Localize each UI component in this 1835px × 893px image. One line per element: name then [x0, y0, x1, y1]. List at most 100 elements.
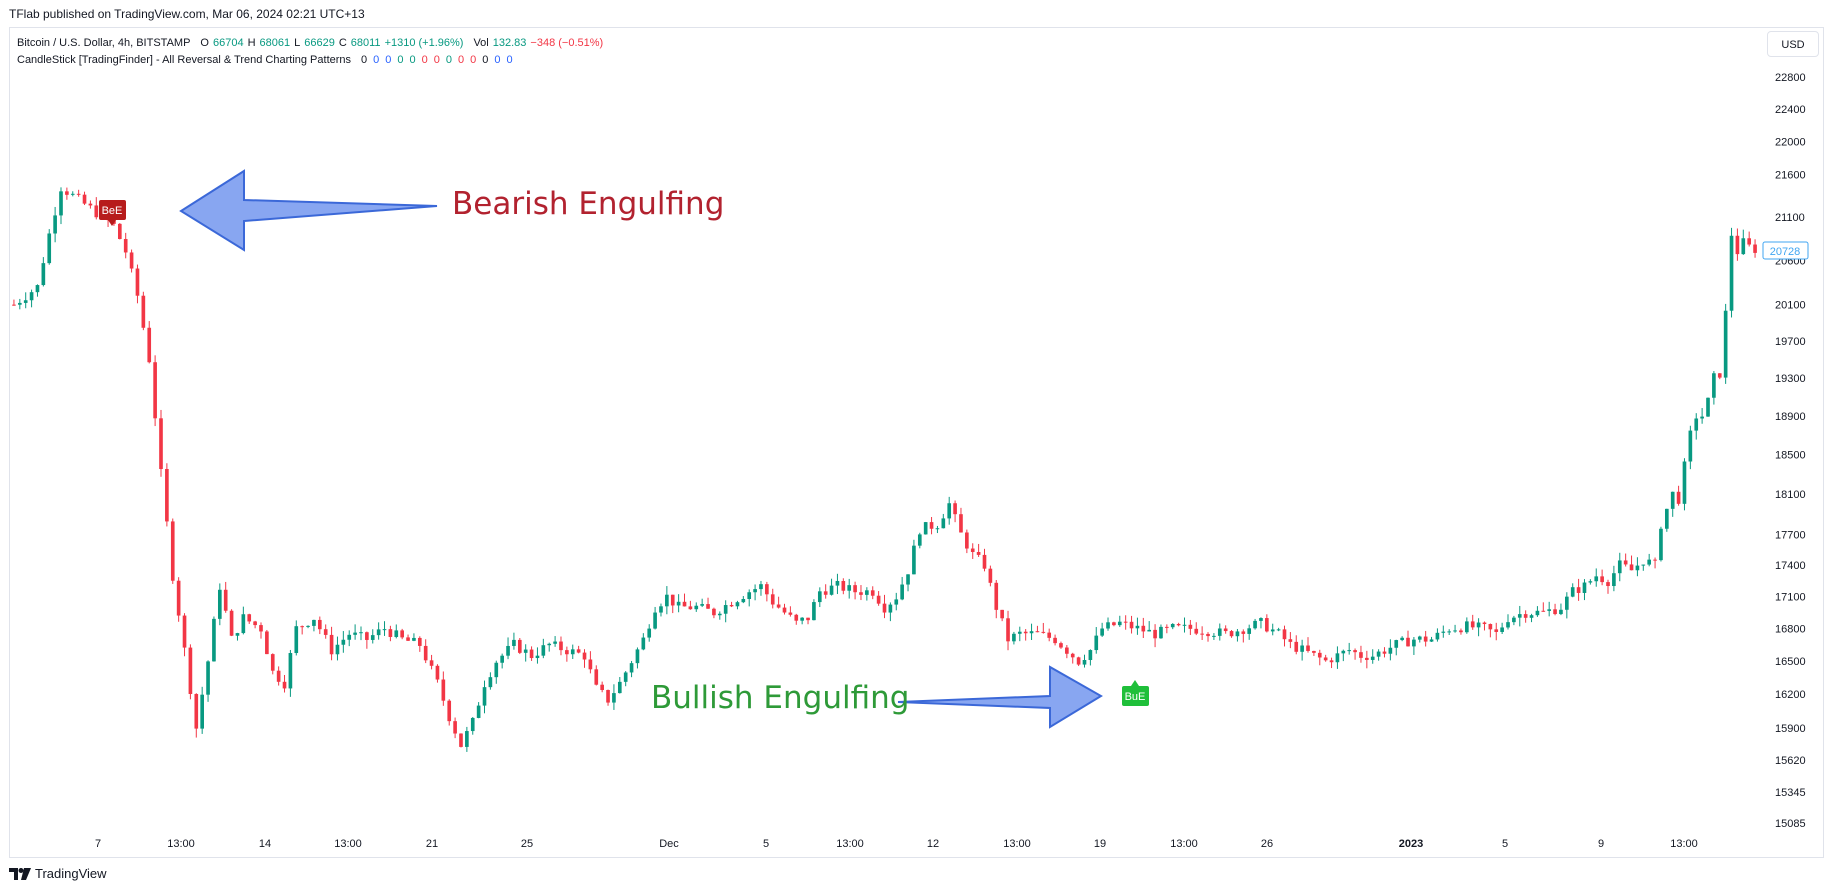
candle: [529, 646, 534, 661]
last-price-tag: 20728: [1762, 241, 1809, 260]
candle: [629, 660, 634, 678]
candle: [788, 606, 793, 617]
time-axis: 7 13:00 14 13:00 21 25 Dec 5 13:00 12 13:00 19 13:00…: [95, 838, 1698, 850]
candle: [1453, 624, 1457, 633]
y-tick-label: 15085: [1775, 818, 1806, 830]
tradingview-logo[interactable]: TradingView: [9, 866, 107, 881]
indicator-value: 0: [373, 54, 380, 66]
candle: [853, 581, 857, 600]
indicator-value: 0: [361, 54, 368, 66]
candle: [1153, 624, 1157, 648]
candle: [1235, 628, 1240, 642]
candle: [488, 672, 493, 690]
candle: [988, 565, 993, 587]
candle: [641, 633, 646, 651]
candle: [835, 573, 840, 595]
candle: [1600, 569, 1604, 586]
candle: [623, 671, 628, 687]
candle: [441, 671, 446, 706]
candle: [1023, 629, 1028, 641]
candle: [747, 589, 752, 607]
candle: [141, 291, 146, 331]
candle: [1394, 639, 1399, 656]
indicator-value: 0: [409, 54, 416, 66]
candle: [1147, 621, 1152, 632]
candle: [523, 644, 528, 662]
x-tick-label: 25: [521, 838, 533, 850]
candle: [1200, 626, 1204, 640]
chart-frame[interactable]: [9, 27, 1824, 858]
candle: [947, 496, 952, 525]
candle: [612, 684, 616, 710]
ohlc-row: Bitcoin / U.S. Dollar, 4h, BITSTAMP O 667…: [17, 35, 603, 52]
candle: [823, 584, 828, 599]
candle: [341, 631, 346, 653]
candle: [806, 617, 810, 625]
candle: [1129, 615, 1134, 634]
indicator-title[interactable]: CandleStick [TradingFinder] - All Revers…: [17, 54, 352, 66]
y-tick-label: 19700: [1775, 336, 1806, 348]
candle: [1400, 636, 1404, 642]
candle: [1570, 583, 1575, 598]
x-tick-label: 21: [426, 838, 438, 850]
x-tick-label: 13:00: [1170, 838, 1198, 850]
y-tick-label: 18900: [1775, 411, 1806, 423]
candle: [259, 622, 263, 639]
candle: [476, 702, 481, 719]
candle: [376, 622, 381, 640]
x-tick-label: 13:00: [836, 838, 864, 850]
candle: [1006, 610, 1010, 651]
candle: [1065, 645, 1069, 659]
candle: [312, 619, 316, 632]
candle: [1559, 603, 1563, 616]
candle: [1123, 615, 1128, 630]
candle: [553, 636, 557, 647]
y-tick-label: 16200: [1775, 689, 1806, 701]
candle: [1429, 636, 1434, 643]
candle: [1565, 592, 1569, 619]
candle: [153, 355, 157, 427]
candle: [1194, 622, 1199, 636]
candle: [1312, 650, 1316, 656]
candle: [1523, 610, 1528, 623]
candle: [1288, 632, 1293, 649]
bearish-arrow: [179, 169, 438, 252]
indicator-value: 0: [506, 54, 513, 66]
candle: [1635, 557, 1640, 577]
candle: [1547, 601, 1552, 617]
y-tick-label: 15620: [1775, 755, 1806, 767]
candle: [176, 577, 181, 622]
candle: [1094, 627, 1099, 654]
symbol-title[interactable]: Bitcoin / U.S. Dollar, 4h, BITSTAMP: [17, 37, 191, 49]
candle: [23, 292, 28, 309]
candle: [859, 585, 863, 601]
candle: [870, 586, 875, 600]
candle: [559, 636, 563, 656]
candle: [159, 409, 163, 477]
indicator-row: CandleStick [TradingFinder] - All Revers…: [17, 52, 603, 69]
candle: [1282, 625, 1287, 647]
candle: [453, 717, 457, 739]
candle: [812, 599, 816, 621]
candle: [388, 625, 393, 642]
candle: [706, 597, 710, 609]
bullish-badge: BuE: [1122, 680, 1149, 706]
candle: [59, 187, 63, 225]
candle: [1241, 629, 1246, 643]
candle: [47, 229, 52, 265]
candle: [1741, 229, 1746, 255]
candle: [665, 586, 669, 615]
indicator-value: 0: [494, 54, 501, 66]
x-tick-label: 2023: [1399, 838, 1423, 850]
candle: [1476, 618, 1481, 637]
candle: [482, 680, 487, 714]
candle: [723, 600, 728, 623]
candle: [941, 513, 946, 529]
candle: [1706, 397, 1710, 417]
candle: [876, 591, 881, 606]
candle: [1323, 654, 1328, 662]
candle: [1029, 623, 1034, 641]
currency-button[interactable]: USD: [1767, 31, 1819, 57]
candle: [1106, 617, 1110, 631]
